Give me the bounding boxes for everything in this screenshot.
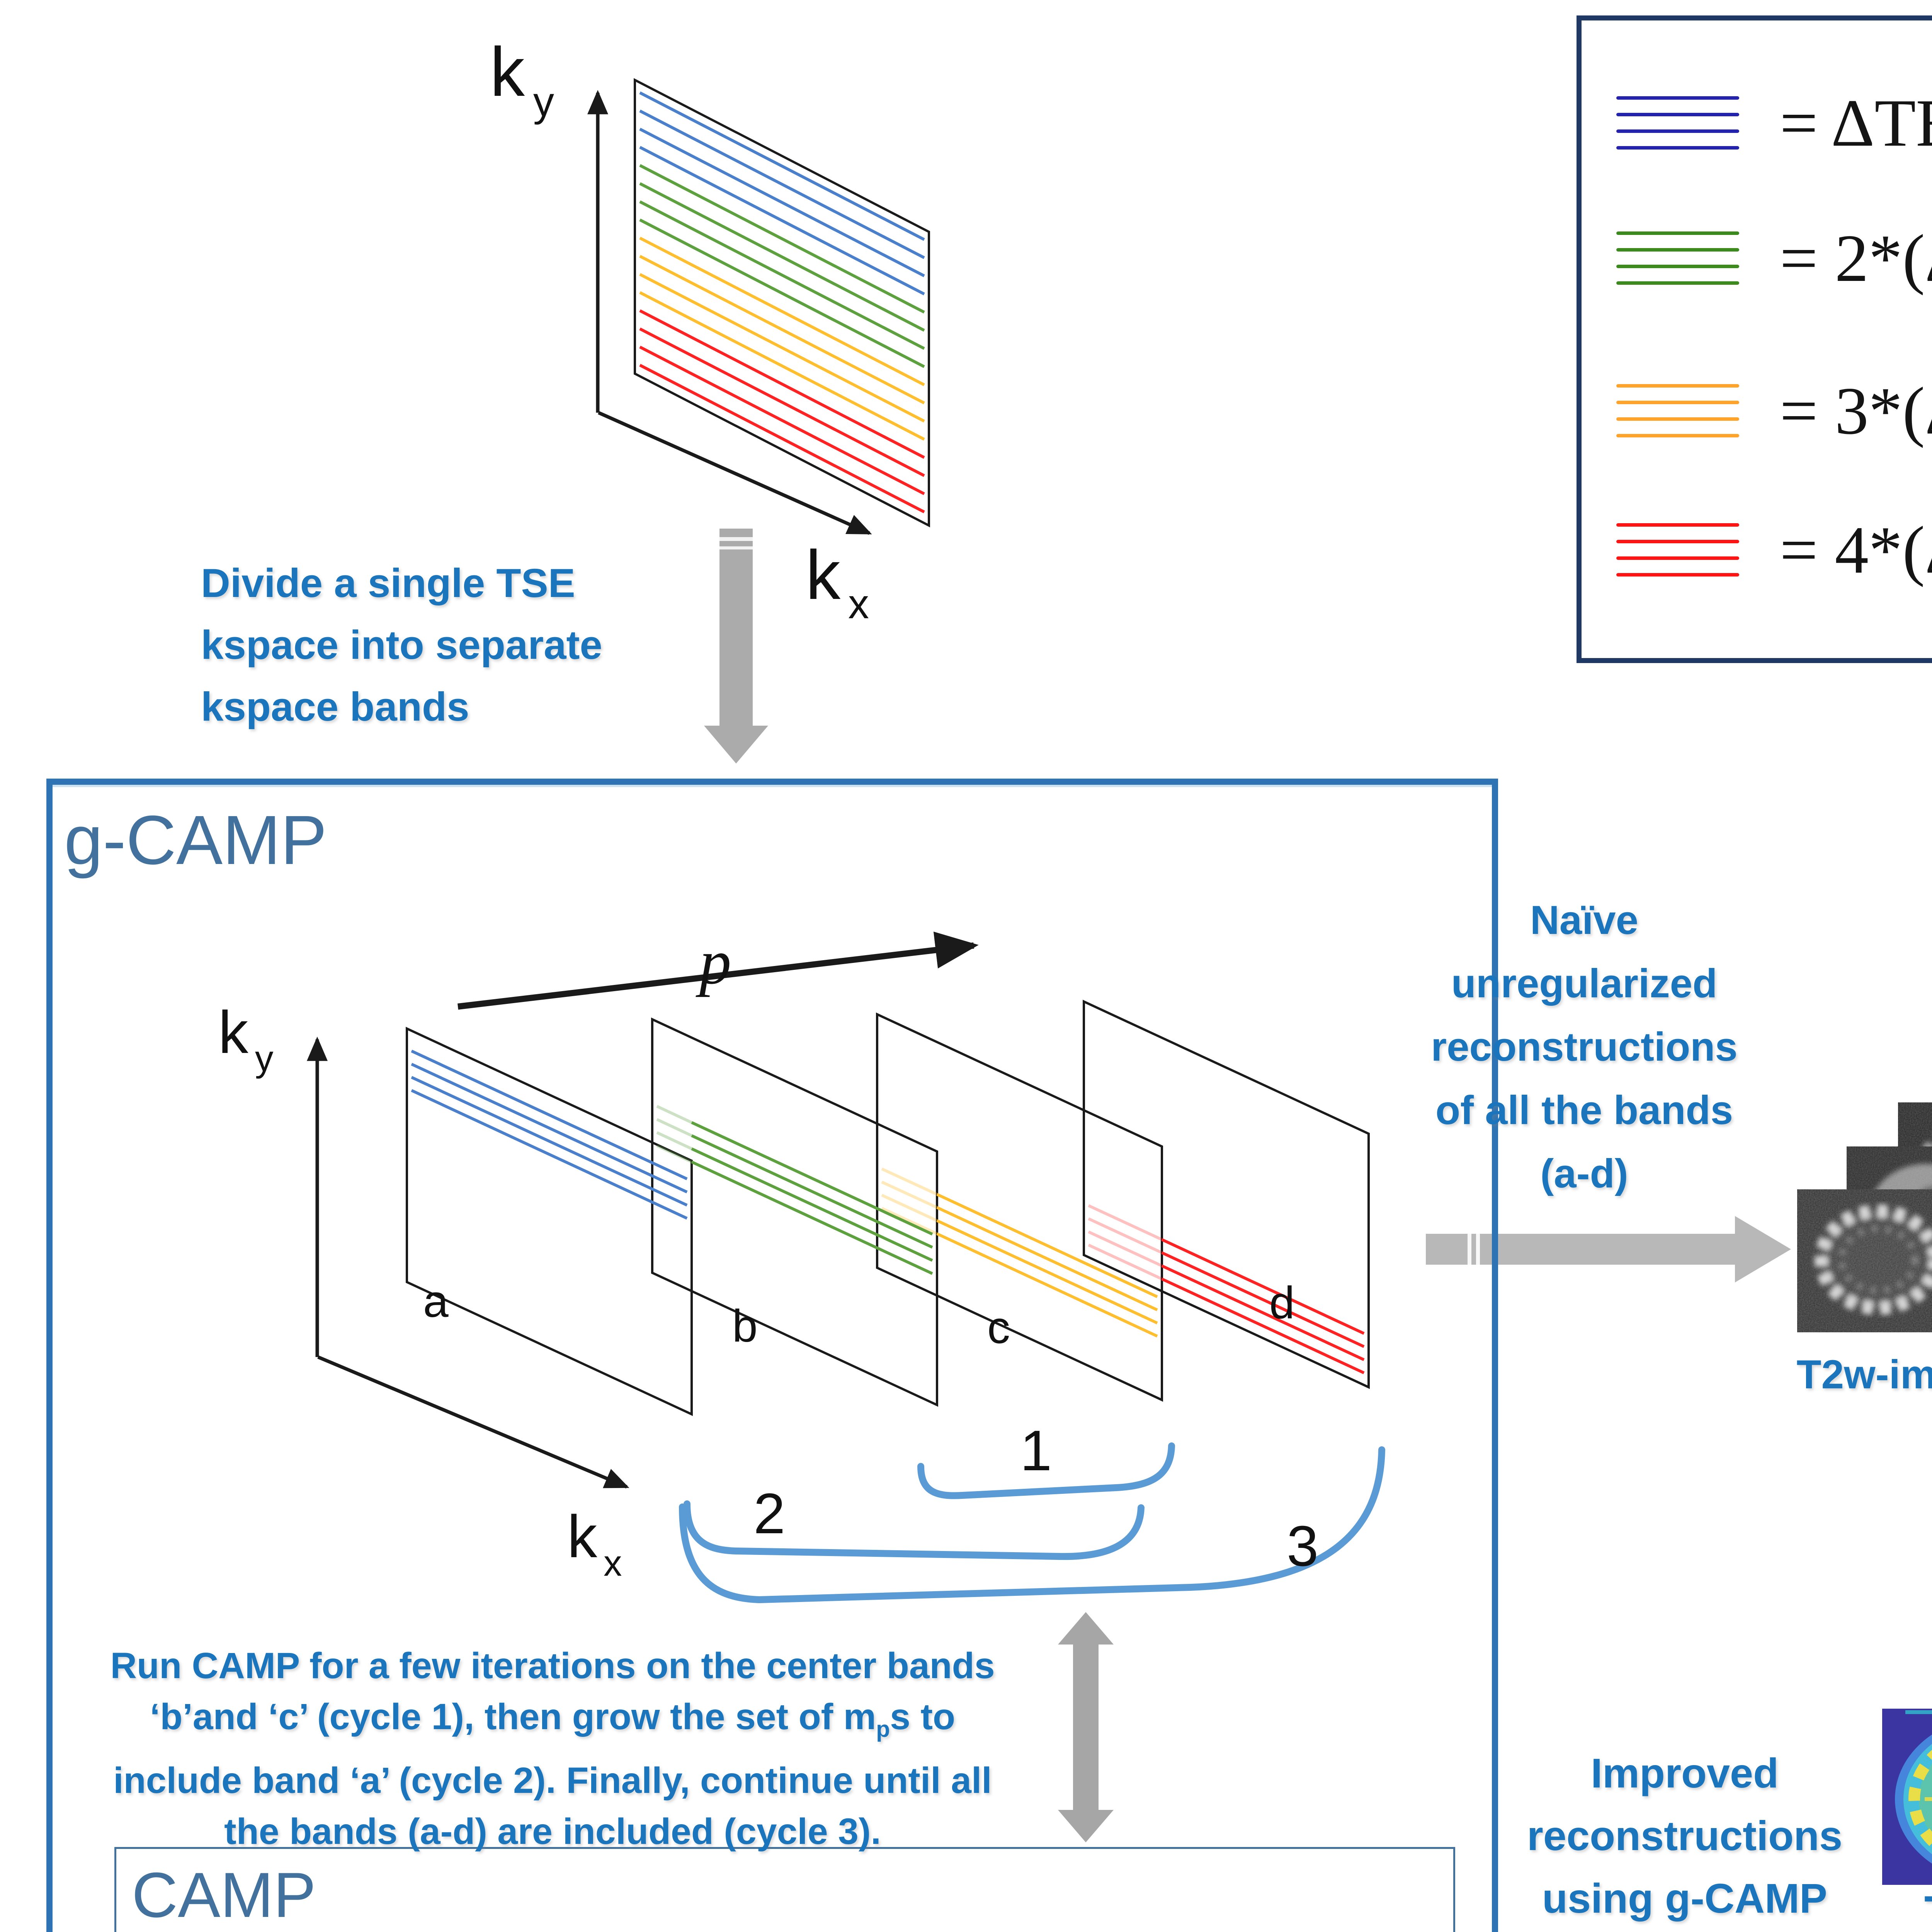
kx-axis: [317, 1355, 629, 1489]
kx-axis-sub: x: [848, 580, 869, 627]
band-lines-orange-icon: [1616, 384, 1739, 437]
band-c-yellow: [881, 1167, 1158, 1338]
kx-axis-sub: x: [604, 1543, 622, 1584]
cycle2-number: 2: [753, 1482, 785, 1546]
caption-line: Naïve: [1530, 898, 1639, 943]
band-lines-red-icon: [1616, 523, 1739, 577]
caption-line: unregularized: [1451, 961, 1718, 1006]
cycle3-number: 3: [1287, 1514, 1318, 1578]
caption-line: kspace bands: [201, 684, 469, 730]
ky-axis-sub: y: [255, 1038, 274, 1079]
kspace-band-green: [639, 164, 925, 368]
camp-box: CAMP Minimize the objective J with respe…: [114, 1847, 1455, 1932]
camp-cycle-arrows: [116, 1849, 1453, 1932]
ky-axis-label: k: [490, 33, 525, 111]
kx-axis: [598, 411, 872, 535]
legend-row: = 3*(ΔTE): [1616, 366, 1932, 455]
camp-title: CAMP: [132, 1859, 316, 1930]
legend-label: = 2*(ΔTE): [1780, 220, 1932, 296]
recon-image: [1797, 1189, 1932, 1332]
t2-map-label: T2 map: [1812, 1886, 1932, 1932]
plane-b-label: b: [732, 1301, 758, 1352]
legend-label: = 3*(ΔTE): [1780, 373, 1932, 448]
caption-line: Run CAMP for a few iterations on the cen…: [110, 1645, 995, 1686]
band-stack-diagram: p k y k x: [218, 927, 1385, 1842]
p-axis: [457, 931, 979, 1010]
naive-caption: Naïve unregularized reconstructions of a…: [1391, 889, 1777, 1206]
cycle2-brace: [684, 1500, 1145, 1560]
gcamp-box: g-CAMP: [46, 779, 1498, 1932]
noisy-t2w-stack: [1797, 1102, 1932, 1332]
plane-d-label: d: [1269, 1277, 1295, 1328]
plane-c-label: c: [987, 1302, 1010, 1353]
band-b-green: [656, 1105, 933, 1275]
ky-axis-label: k: [218, 999, 248, 1066]
caption-line: reconstructions: [1527, 1812, 1843, 1859]
legend-row: = ΔTE: [1616, 78, 1932, 167]
caption-line: (a-d): [1540, 1151, 1628, 1196]
gcamp-title: g-CAMP: [64, 801, 327, 879]
band-lines-blue-icon: [1616, 96, 1739, 150]
t2w-top-label: T2w-images: [1796, 1352, 1932, 1397]
caption-line: include band ‘a’ (cycle 2). Finally, con…: [113, 1760, 992, 1801]
kx-axis-label: k: [806, 536, 841, 614]
divide-caption: Divide a single TSE kspace into separate…: [201, 553, 665, 738]
legend-label: = 4*(ΔTE): [1780, 512, 1932, 587]
plane-b: [651, 1017, 938, 1407]
kx-axis-label: k: [567, 1503, 597, 1570]
plane-c: [876, 1012, 1163, 1402]
cycle1-brace: [917, 1442, 1175, 1499]
kspace-band-yellow: [639, 236, 925, 441]
band-lines-green-icon: [1616, 231, 1739, 285]
p-axis-label: p: [696, 927, 731, 997]
plane-a: [406, 1027, 693, 1416]
caption-line: kspace into separate: [201, 622, 602, 668]
cycle1-number: 1: [1020, 1419, 1052, 1483]
divide-arrow-icon: [704, 529, 768, 764]
caption-line: ‘b’and ‘c’ (cycle 1), then grow the set …: [150, 1696, 956, 1742]
caption-line: of all the bands: [1435, 1088, 1733, 1133]
legend-row: = 2*(ΔTE): [1616, 214, 1932, 303]
kspace-band-red: [639, 309, 925, 514]
caption-line: Divide a single TSE: [201, 561, 575, 606]
band-a-blue: [411, 1049, 688, 1220]
iterate-arrow-icon: [1058, 1612, 1114, 1842]
caption-line: reconstructions: [1431, 1024, 1738, 1070]
improved-caption: Improved reconstructions using g-CAMP: [1492, 1742, 1878, 1930]
plane-a-label: a: [423, 1276, 449, 1327]
caption-line: using g-CAMP: [1542, 1875, 1827, 1922]
t2-map-image: [1882, 1709, 1932, 1885]
kspace-band-blue: [639, 91, 925, 296]
run-camp-caption: Run CAMP for a few iterations on the cen…: [58, 1640, 1047, 1857]
caption-line: the bands (a-d) are included (cycle 3).: [224, 1811, 881, 1852]
kspace-plane: [634, 78, 930, 527]
legend-row: = 4*(ΔTE): [1616, 505, 1932, 594]
cycle3-brace: [679, 1446, 1385, 1603]
ky-axis-sub: y: [533, 78, 554, 125]
gyri-streaks: [1925, 1797, 1932, 1801]
legend-box: = ΔTE = 2*(ΔTE) = 3*(ΔTE) = 4*(ΔTE): [1577, 15, 1932, 663]
kspace-diagram: k y k x: [490, 33, 930, 764]
legend-label: = ΔTE: [1780, 85, 1932, 160]
naive-arrow-icon: [1426, 1216, 1791, 1282]
plane-d: [1083, 1000, 1370, 1389]
caption-line: Improved: [1590, 1750, 1779, 1796]
band-d-red: [1088, 1204, 1365, 1374]
